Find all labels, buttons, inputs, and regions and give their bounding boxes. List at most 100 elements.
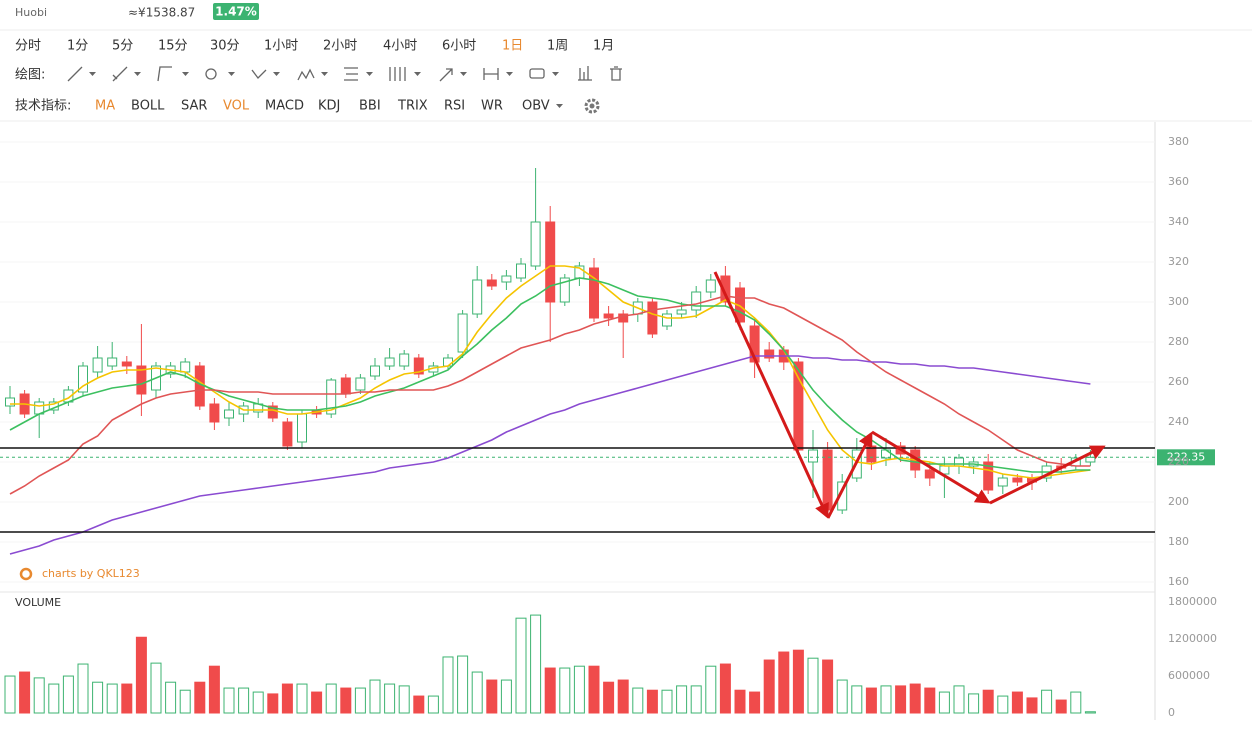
timeframe[interactable]: 分时 [15,39,41,54]
volume-bar [1055,699,1067,714]
volume-bar [836,679,848,714]
timeframe[interactable]: 1分 [67,39,88,54]
draw-tools[interactable] [67,66,622,108]
volume-bar [340,687,352,714]
indicator[interactable]: MA [95,99,115,114]
price: ≈¥1538.87 [128,6,195,20]
volume-bar [792,649,804,714]
volume-bar [471,671,483,714]
volume-bar [938,691,950,714]
y-tick-label: 160 [1168,575,1189,588]
candle-body [121,361,132,367]
indicator[interactable]: BOLL [131,99,165,114]
volume-bar [909,683,921,714]
timeframe[interactable]: 1小时 [264,39,298,54]
settings-icon[interactable] [584,98,600,114]
volume-bar [646,689,658,714]
indicator[interactable]: OBV [522,99,550,114]
change-badge [213,3,259,20]
draw-label: 绘图: [15,68,45,83]
change: 1.47% [215,5,257,19]
annotation-arrows [713,271,1106,519]
candle-body [822,449,833,511]
candle-body [136,365,147,395]
timeframe[interactable]: 1月 [593,39,614,54]
volume-bar [77,663,89,714]
volume-bar [559,667,571,714]
candle-body [92,357,103,373]
volume-bar [267,693,279,714]
timeframe[interactable]: 5分 [112,39,133,54]
volume-bar [822,659,834,714]
indicator[interactable]: RSI [444,99,465,114]
volume-bar [252,691,264,714]
indicator[interactable]: BBI [359,99,381,114]
indicator[interactable]: VOL [223,99,250,114]
timeframe[interactable]: 1周 [547,39,568,54]
volume-bar [807,657,819,714]
volume-bar [296,683,308,714]
plot: 222.35 [0,141,1215,714]
y-tick-label: 320 [1168,255,1189,268]
timeframe[interactable]: 2小时 [323,39,357,54]
volume-bar [281,683,293,714]
volume-bar [719,663,731,714]
y-tick-label: 260 [1168,375,1189,388]
volume-bar [544,667,556,714]
volume-bar [865,687,877,714]
candle-body [545,221,556,303]
timeframe[interactable]: 4小时 [383,39,417,54]
ma-line [9,355,1091,555]
candle-body [662,313,672,327]
y-tick-label: 200 [1168,495,1189,508]
volume-bar [62,675,74,714]
candle-body [808,449,818,463]
volume-bar [676,685,688,714]
candle-body [384,357,395,367]
volume-bar [530,614,542,714]
candle-body [559,277,570,303]
candle-body [997,477,1008,487]
candle-body [501,275,512,283]
timeframe[interactable]: 1日 [502,39,523,54]
candle-body [793,361,804,451]
volume-bar [1026,697,1038,714]
candle-body [326,379,337,415]
watermark-icon [19,567,33,581]
volume-bar [953,685,965,714]
volume-bar [763,659,775,714]
volume-bar [617,679,629,714]
indicator[interactable]: TRIX [397,99,428,114]
ma-line [10,265,1091,479]
timeframe[interactable]: 15分 [158,39,188,54]
volume-bar [4,675,16,714]
candle-body [355,377,366,391]
candle-body [749,325,760,363]
indicator[interactable]: WR [481,99,503,114]
candle-body [516,263,526,279]
volume-bar [413,695,425,714]
volume-bar [690,685,702,714]
candle-body [924,469,935,479]
y-tick-label: 340 [1168,215,1189,228]
indicator-label: 技术指标: [15,99,71,114]
indicator[interactable]: SAR [181,99,207,114]
volume-bar [398,685,410,714]
candle-body [297,413,307,443]
indicator[interactable]: MACD [265,99,304,114]
timeframe[interactable]: 6小时 [442,39,476,54]
volume-bar [778,651,790,714]
candle-body [647,301,658,335]
volume-tick-label: 1200000 [1168,632,1217,645]
indicator[interactable]: KDJ [318,99,340,114]
timeframe[interactable]: 30分 [210,39,240,54]
y-tick-label: 380 [1168,135,1189,148]
candle-body [413,357,424,375]
volume-bar [603,681,615,714]
ma-line [9,277,1091,473]
volume-bar [632,687,644,714]
candle-body [5,397,15,407]
candle-body [209,403,220,423]
volume-bar [150,662,162,714]
